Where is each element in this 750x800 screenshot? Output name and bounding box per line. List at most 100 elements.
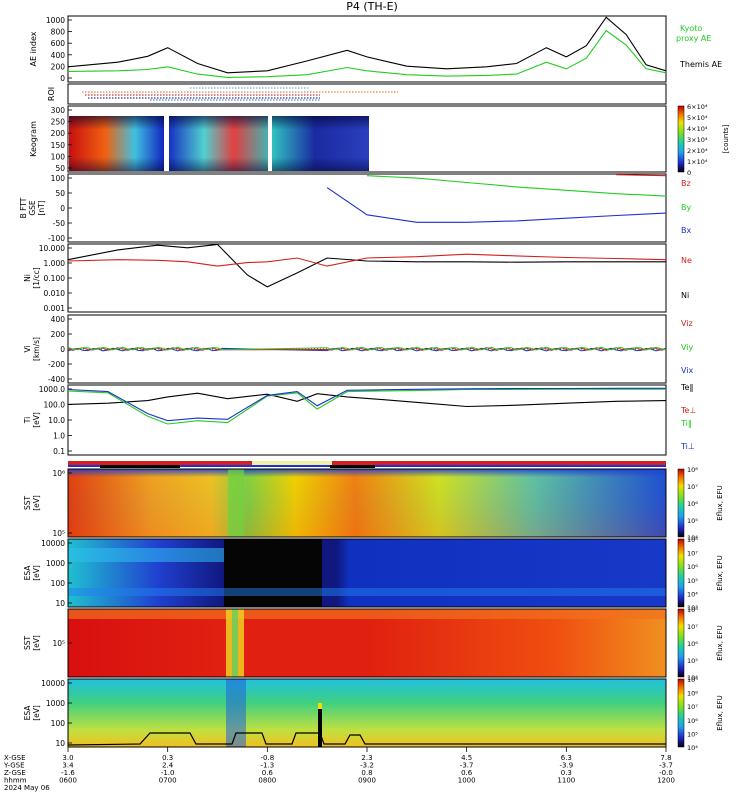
keogram-gap <box>164 116 169 171</box>
keogram-frame <box>67 105 667 173</box>
esa-elec-tick-label: 100 <box>51 719 66 728</box>
sst-elec-ticks: 10⁵ <box>52 639 72 648</box>
ae-tick-label: 0 <box>60 74 65 83</box>
esa-elec-tick-label: 10000 <box>41 679 65 688</box>
sst-ion-cbar-label: Eflux, EFU <box>716 485 724 520</box>
keogram-tick-label: 100 <box>51 152 66 161</box>
esa-ion-ylabel: ESA [eV] <box>23 565 41 581</box>
footer-row-label: X-GSE <box>4 754 26 762</box>
keogram-colorbar <box>677 105 685 173</box>
velocity-ylabel-line: Vi <box>23 345 32 352</box>
sst-ion-tick-label: 10⁶ <box>52 469 65 478</box>
keogram-cbar-tick: 1×10⁴ <box>687 158 708 166</box>
sst-elec-colorbar <box>677 608 685 678</box>
esa-elec-colorbar <box>677 678 685 748</box>
ae-tick-label: 400 <box>51 51 66 60</box>
velocity-legend-viz: Viz <box>681 319 693 328</box>
sst-elec-cbar-tick: 10⁵ <box>687 657 698 665</box>
esa-elec-ticks: 10 100 1000 10000 <box>41 679 72 748</box>
sst-elec-cbar-tick: 10⁶ <box>687 640 698 648</box>
esa-elec-ylabel-line: ESA <box>23 705 32 721</box>
keogram-cbar-tick: 2×10⁴ <box>687 147 708 155</box>
region-bar <box>68 461 666 468</box>
bfield-ylabel-line: B FTT <box>19 197 28 218</box>
bfield-tick-label: 0 <box>60 204 65 213</box>
esa-ion-frame <box>67 538 667 608</box>
temperature-ylabel-line: Ti <box>23 417 32 424</box>
footer-value-hhmm: 1000 <box>458 777 476 785</box>
temperature-panel: Ti [eV] 0.1 1.0 10.0 100.0 1000.0 Te‖ Te⊥ Ti‖… <box>23 383 696 456</box>
bfield-legend-by: By <box>681 203 691 212</box>
esa-ion-ylabel-line: ESA <box>23 565 32 581</box>
series-by <box>366 175 667 197</box>
roi-panel: ROI <box>47 83 667 105</box>
bfield-ticks: -100 -50 0 50 100 <box>48 174 72 243</box>
keogram-panel: Keogram 50 100 150 200 250 300 0 1×10⁴ 2×10⁴ 3×1… <box>29 103 730 177</box>
esa-ion-upper-band <box>68 548 224 562</box>
bfield-tick-label: -100 <box>48 234 65 243</box>
velocity-ylabel: Vi [km/s] <box>23 337 41 361</box>
esa-ion-tick-label: 10 <box>55 599 65 608</box>
sst-elec-ylabel-line: SST <box>23 636 32 651</box>
esa-elec-cbar-tick: 10⁷ <box>687 703 698 711</box>
velocity-tick-label: 400 <box>51 315 66 324</box>
sst-elec-image <box>68 609 666 677</box>
esa-elec-spike <box>318 703 322 747</box>
ae-tick-label: 600 <box>51 39 66 48</box>
keogram-cbar-tick: 3×10⁴ <box>687 136 708 144</box>
region-bar-black-1 <box>100 465 180 468</box>
velocity-trace-vz <box>67 347 667 351</box>
esa-elec-cbar-tick: 10⁴ <box>687 744 698 752</box>
esa-ion-tick-label: 10000 <box>41 539 65 548</box>
density-tick-label: 0.010 <box>44 289 66 298</box>
density-ylabel-line: [1/cc] <box>32 267 41 288</box>
sst-ion-tick-label: 10⁵ <box>52 529 65 538</box>
sst-elec-cbar-label: Eflux, EFU <box>716 625 724 660</box>
footer-value-y: -3.7 <box>659 762 673 770</box>
series-kyoto-proxy-ae <box>67 29 667 78</box>
velocity-tick-label: 200 <box>51 330 66 339</box>
sst-ion-cbar-tick: 10⁷ <box>687 483 698 491</box>
footer-value-z: -1.6 <box>61 769 75 777</box>
footer-value-y: 3.4 <box>62 762 74 770</box>
temperature-tick-label: 1.0 <box>53 432 65 441</box>
density-ylabel-line: Ni <box>23 274 32 282</box>
sst-elec-colorbar-ticks: 10⁴ 10⁵ 10⁶ 10⁷ 10⁸ <box>687 606 698 682</box>
esa-ion-tick-label: 1000 <box>46 559 65 568</box>
keogram-gap-2 <box>268 116 272 171</box>
sst-ion-ylabel-line: [eV] <box>32 495 41 511</box>
density-legend-ne: Ne <box>681 256 692 265</box>
footer-value-x: -0.8 <box>260 754 274 762</box>
region-bar-white <box>252 461 332 465</box>
esa-elec-cbar-label: Eflux, EFU <box>716 695 724 730</box>
density-lines <box>67 243 667 288</box>
ae-tick-label: 1000 <box>46 16 65 25</box>
plot-title: P4 (TH-E) <box>346 0 398 13</box>
esa-elec-ylabel-line: [eV] <box>32 705 41 721</box>
sst-elec-cbar-tick: 10⁸ <box>687 606 698 614</box>
bfield-tick-label: -50 <box>53 219 65 228</box>
ae-lines <box>67 16 667 78</box>
footer-value-y: -1.3 <box>260 762 274 770</box>
roi-ylabel: ROI <box>47 87 56 101</box>
series-bz <box>616 174 667 177</box>
bfield-lines <box>326 174 667 223</box>
esa-ion-cbar-tick: 10⁸ <box>687 536 698 544</box>
bfield-legend-bx: Bx <box>681 226 691 235</box>
keogram-cbar-tick: 4×10⁴ <box>687 125 708 133</box>
velocity-legend-viy: Viy <box>681 343 694 352</box>
temperature-legend-tiperp: Ti⊥ <box>680 442 695 451</box>
keogram-tick-label: 250 <box>51 118 66 127</box>
velocity-ylabel-line: [km/s] <box>32 337 41 361</box>
series-ti- <box>67 387 666 422</box>
ae-legend-themis: Themis AE <box>679 60 722 69</box>
density-tick-label: 10.000 <box>39 244 65 253</box>
velocity-tick-label: 0 <box>60 345 65 354</box>
esa-ion-cbar-tick: 10⁴ <box>687 590 698 598</box>
temperature-legend-teperp: Te⊥ <box>680 406 696 415</box>
bfield-legend-bz: Bz <box>681 179 691 188</box>
esa-ion-colorbar-ticks: 10³ 10⁴ 10⁵ 10⁶ 10⁷ 10⁸ <box>687 536 698 612</box>
footer-value-hhmm: 0800 <box>258 777 276 785</box>
